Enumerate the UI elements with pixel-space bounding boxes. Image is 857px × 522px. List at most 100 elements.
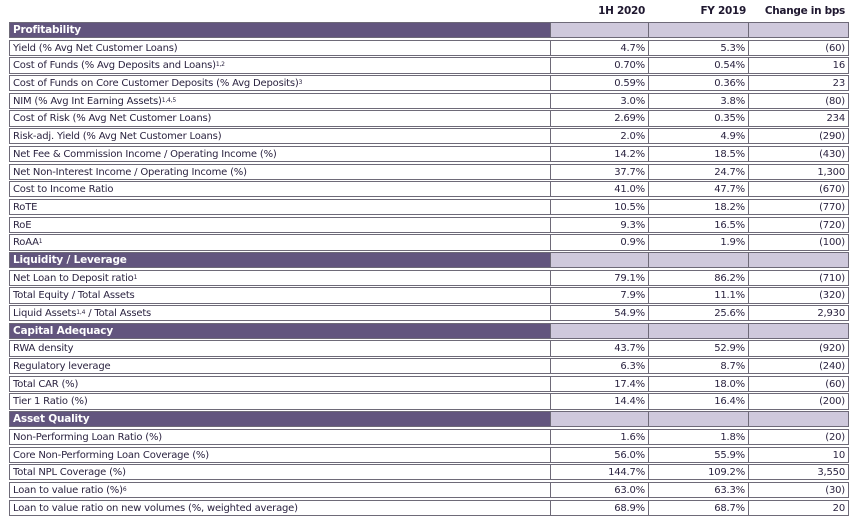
table-row: Net Loan to Deposit ratio1 79.1% 86.2% (710… xyxy=(9,269,849,288)
metric-label: Loan to value ratio on new volumes (%, w… xyxy=(9,499,551,516)
table-row: Net Fee & Commission Income / Operating … xyxy=(9,145,849,164)
header-change-bps: Change in bps xyxy=(764,5,845,17)
value-change-bps: (430) xyxy=(749,145,849,163)
value-1h-2020: 4.7% xyxy=(551,39,649,56)
value-change-bps: (200) xyxy=(749,393,849,410)
value-fy-2019: 4.9% xyxy=(649,128,749,145)
value-change-bps: (710) xyxy=(749,269,849,286)
value-fy-2019: 18.0% xyxy=(649,375,749,393)
value-fy-2019: 3.8% xyxy=(649,92,749,110)
value-1h-2020: 41.0% xyxy=(551,181,649,198)
value-1h-2020: 1.6% xyxy=(551,428,649,446)
metric-label: RWA density xyxy=(9,340,551,357)
value-1h-2020 xyxy=(551,322,649,339)
table-row: Cost to Income Ratio 41.0% 47.7% (670) xyxy=(9,181,849,199)
value-change-bps: 20 xyxy=(749,499,849,516)
label-text: Cost of Funds on Core Customer Deposits … xyxy=(13,78,299,90)
label-text: RoE xyxy=(13,219,32,231)
value-fy-2019: 16.5% xyxy=(649,216,749,233)
value-1h-2020: 43.7% xyxy=(551,340,649,357)
table-row: Cost of Funds (% Avg Deposits and Loans)… xyxy=(9,57,849,75)
value-1h-2020: 54.9% xyxy=(551,305,649,322)
value-1h-2020 xyxy=(551,411,649,428)
value-1h-2020 xyxy=(551,22,649,39)
label-text: Total NPL Coverage (%) xyxy=(13,467,126,479)
value-fy-2019 xyxy=(649,22,749,39)
table-row: Cost of Risk (% Avg Net Customer Loans) 2… xyxy=(9,110,849,128)
value-1h-2020: 68.9% xyxy=(551,499,649,516)
footnote-marker: 3 xyxy=(298,79,303,87)
value-1h-2020: 7.9% xyxy=(551,287,649,304)
metric-label: Tier 1 Ratio (%) xyxy=(9,393,551,410)
value-change-bps: (100) xyxy=(749,234,849,251)
value-1h-2020: 37.7% xyxy=(551,163,649,180)
value-fy-2019: 0.35% xyxy=(649,110,749,127)
value-1h-2020: 9.3% xyxy=(551,216,649,233)
metric-label: Cost of Risk (% Avg Net Customer Loans) xyxy=(9,110,551,127)
value-1h-2020: 56.0% xyxy=(551,446,649,463)
table-row: RoAA1 0.9% 1.9% (100) xyxy=(9,234,849,252)
label-text-suffix: / Total Assets xyxy=(85,308,152,319)
metric-label: Cost of Funds (% Avg Deposits and Loans)… xyxy=(9,57,551,74)
value-1h-2020: 2.69% xyxy=(551,110,649,127)
label-text: Liquidity / Leverage xyxy=(13,253,127,266)
value-change-bps: 1,300 xyxy=(749,163,849,180)
metric-label: Total Equity / Total Assets xyxy=(9,287,551,304)
value-change-bps: (30) xyxy=(749,481,849,499)
value-1h-2020: 0.9% xyxy=(551,234,649,251)
value-change-bps: 16 xyxy=(749,57,849,74)
value-1h-2020: 17.4% xyxy=(551,375,649,393)
value-change-bps xyxy=(749,322,849,339)
metric-label: Net Fee & Commission Income / Operating … xyxy=(9,145,551,163)
metric-label: NIM (% Avg Int Earning Assets)1,4,5 xyxy=(9,92,551,110)
label-text: Cost of Risk (% Avg Net Customer Loans) xyxy=(13,113,212,125)
metric-label: RoTE xyxy=(9,198,551,216)
label-text: RoTE xyxy=(13,201,38,213)
value-change-bps xyxy=(749,251,849,269)
table-row: Total Equity / Total Assets 7.9% 11.1% (320… xyxy=(9,287,849,305)
value-change-bps: (290) xyxy=(749,128,849,145)
value-1h-2020: 6.3% xyxy=(551,358,649,375)
value-change-bps: 234 xyxy=(749,110,849,127)
value-change-bps: 10 xyxy=(749,446,849,463)
label-text: Net Fee & Commission Income / Operating … xyxy=(13,148,277,160)
value-fy-2019: 1.8% xyxy=(649,428,749,446)
value-fy-2019: 0.54% xyxy=(649,57,749,74)
footnote-marker: 6 xyxy=(122,485,127,493)
value-1h-2020: 79.1% xyxy=(551,269,649,286)
table-row: Net Non-Interest Income / Operating Inco… xyxy=(9,163,849,182)
label-text: Net Non-Interest Income / Operating Inco… xyxy=(13,166,247,178)
header-1h-2020: 1H 2020 xyxy=(598,5,645,17)
value-fy-2019 xyxy=(649,411,749,428)
label-text: Capital Adequacy xyxy=(13,324,113,337)
value-fy-2019: 63.3% xyxy=(649,481,749,499)
metric-label: Cost of Funds on Core Customer Deposits … xyxy=(9,75,551,92)
metric-label: RoE xyxy=(9,216,551,233)
metric-label: Risk-adj. Yield (% Avg Net Customer Loan… xyxy=(9,128,551,145)
table-row: Liquid Assets1,4 / Total Assets 54.9% 25.6… xyxy=(9,305,849,323)
table-row: Risk-adj. Yield (% Avg Net Customer Loan… xyxy=(9,128,849,146)
value-fy-2019: 109.2% xyxy=(649,464,749,481)
value-change-bps xyxy=(749,22,849,39)
label-text: Asset Quality xyxy=(13,413,90,426)
value-1h-2020: 2.0% xyxy=(551,128,649,145)
value-fy-2019 xyxy=(649,251,749,269)
table-row: Tier 1 Ratio (%) 14.4% 16.4% (200) xyxy=(9,393,849,411)
value-fy-2019: 18.5% xyxy=(649,145,749,163)
value-1h-2020: 14.2% xyxy=(551,145,649,163)
value-1h-2020: 3.0% xyxy=(551,92,649,110)
value-fy-2019: 5.3% xyxy=(649,39,749,56)
label-text: Risk-adj. Yield (% Avg Net Customer Loan… xyxy=(13,131,222,143)
value-fy-2019: 47.7% xyxy=(649,181,749,198)
value-change-bps: 2,930 xyxy=(749,305,849,322)
table-body: Profitability Yield (% Avg Net Customer L… xyxy=(9,22,849,517)
label-text: Cost to Income Ratio xyxy=(13,184,114,196)
value-change-bps: (240) xyxy=(749,358,849,375)
metric-label: Non-Performing Loan Ratio (%) xyxy=(9,428,551,446)
table-row: Cost of Funds on Core Customer Deposits … xyxy=(9,75,849,93)
label-text: Regulatory leverage xyxy=(13,361,111,373)
table-row: Loan to value ratio (%)6 63.0% 63.3% (30) xyxy=(9,481,849,500)
table-row: NIM (% Avg Int Earning Assets)1,4,5 3.0% 3… xyxy=(9,92,849,111)
value-change-bps: 23 xyxy=(749,75,849,92)
value-fy-2019: 86.2% xyxy=(649,269,749,286)
